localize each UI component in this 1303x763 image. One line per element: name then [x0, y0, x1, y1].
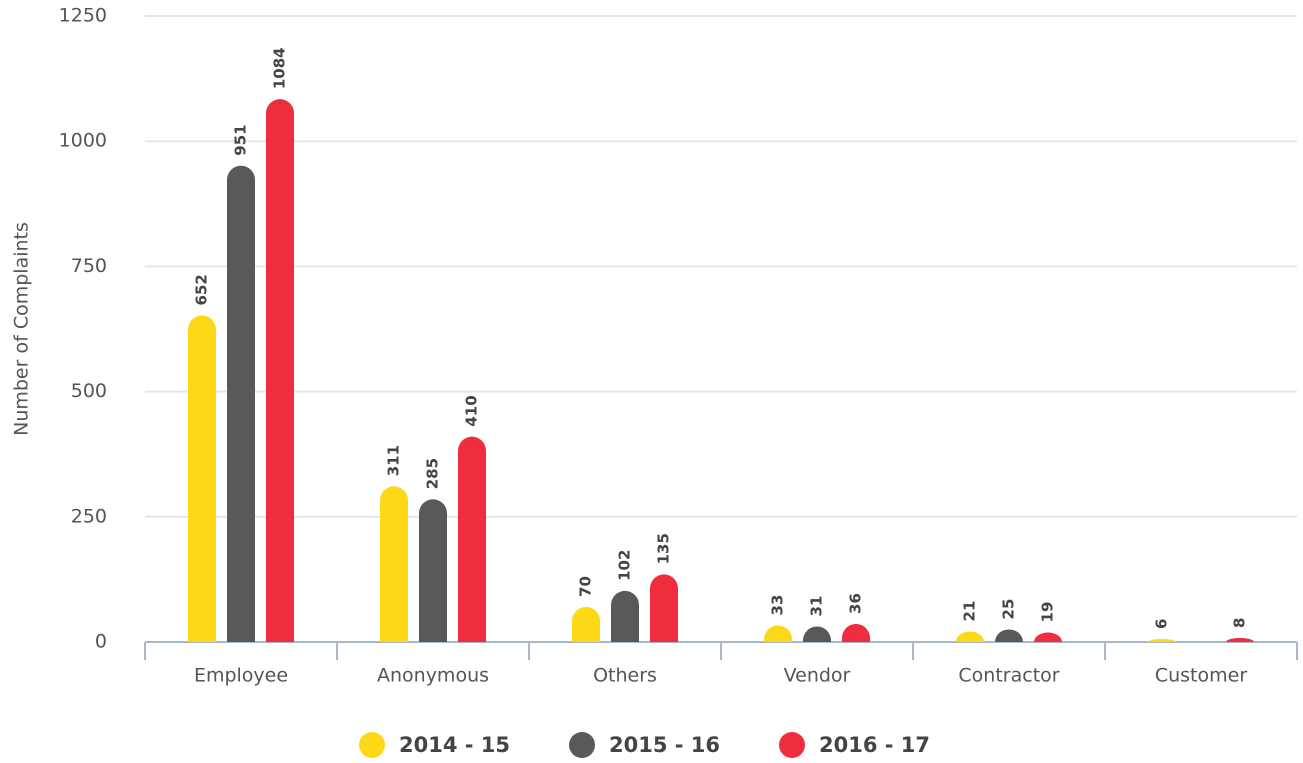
- bar: [188, 315, 216, 642]
- bar: [380, 486, 408, 642]
- value-label: 652: [193, 274, 211, 305]
- y-tick-label: 250: [71, 505, 107, 527]
- legend-swatch: [779, 732, 805, 758]
- y-tick-label: 1250: [59, 5, 107, 27]
- bar: [266, 99, 294, 642]
- bar: [1034, 632, 1062, 642]
- bar: [1226, 637, 1254, 642]
- value-label: 25: [1000, 599, 1018, 620]
- y-tick-label: 500: [71, 380, 107, 402]
- bar: [419, 499, 447, 642]
- legend-label: 2016 - 17: [819, 733, 930, 757]
- value-label: 951: [232, 124, 250, 155]
- value-label: 102: [616, 550, 634, 581]
- value-label: 1084: [271, 47, 289, 89]
- value-label: 311: [385, 445, 403, 476]
- y-tick-label: 750: [71, 255, 107, 277]
- bar: [227, 165, 255, 642]
- value-label: 19: [1039, 602, 1057, 623]
- x-tick-label: Contractor: [958, 665, 1059, 687]
- bar: [995, 629, 1023, 642]
- y-tick-label: 0: [95, 631, 107, 653]
- bar: [764, 625, 792, 642]
- value-label: 70: [577, 576, 595, 597]
- bar: [458, 436, 486, 642]
- bar: [611, 590, 639, 642]
- x-tick-label: Others: [593, 665, 657, 687]
- value-label: 410: [463, 395, 481, 426]
- y-axis-label: Number of Complaints: [11, 222, 33, 436]
- legend-swatch: [359, 732, 385, 758]
- bar: [650, 574, 678, 642]
- bar: [842, 623, 870, 642]
- value-label: 135: [655, 533, 673, 564]
- legend-swatch: [569, 732, 595, 758]
- bar: [956, 631, 985, 642]
- value-label: 8: [1231, 618, 1249, 628]
- bar: [1148, 638, 1176, 642]
- value-label: 6: [1153, 619, 1171, 629]
- value-label: 36: [847, 593, 865, 614]
- bar: [803, 626, 831, 642]
- legend-label: 2014 - 15: [399, 733, 510, 757]
- y-tick-label: 1000: [59, 130, 107, 152]
- x-tick-label: Customer: [1155, 665, 1247, 687]
- value-label: 33: [769, 595, 787, 616]
- x-tick-label: Employee: [194, 665, 288, 687]
- legend-label: 2015 - 16: [609, 733, 720, 757]
- value-label: 31: [808, 596, 826, 617]
- bar: [572, 606, 600, 642]
- x-tick-label: Anonymous: [377, 665, 489, 687]
- x-tick-label: Vendor: [784, 665, 851, 687]
- value-label: 285: [424, 458, 442, 489]
- value-label: 21: [961, 601, 979, 622]
